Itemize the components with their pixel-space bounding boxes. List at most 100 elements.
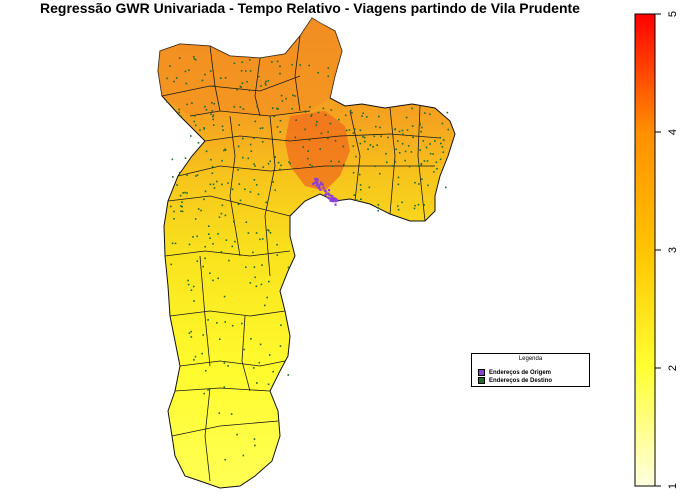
destination-point [299,64,301,66]
colorbar-tick-label: 5 [667,11,679,17]
destination-point [410,151,413,153]
destination-point [350,109,352,112]
destination-point [259,238,261,241]
destination-point [247,157,250,160]
destination-point [425,146,428,149]
destination-point [239,106,242,108]
destination-point [241,322,243,325]
destination-point [324,114,327,116]
destination-point [205,109,208,111]
destination-point [192,285,195,288]
destination-point [442,139,445,141]
destination-point [166,77,168,80]
destination-point [245,70,247,72]
destination-point [369,144,372,146]
destination-point [223,149,225,152]
district-border [349,110,361,202]
map-title: Regressão GWR Univariada - Tempo Relativ… [40,0,580,16]
district-border [179,360,286,367]
destination-point [218,216,221,218]
destination-point [264,82,267,85]
destination-point [433,171,435,173]
destination-point [236,433,238,436]
destination-point [405,116,408,119]
destination-point [192,236,194,238]
destination-point [186,174,188,176]
destination-point [196,174,199,176]
origin-point [319,181,323,184]
destination-point [249,143,252,146]
destination-point [276,126,279,128]
destination-point [219,338,221,340]
destination-point [343,163,345,166]
district-border [204,133,441,142]
origin-point [329,199,332,202]
destination-point [209,70,212,72]
destination-point [367,148,369,150]
destination-point [280,324,282,326]
destination-point [188,332,191,334]
origin-point [313,181,316,185]
district-border [389,107,396,215]
colorbar-tick-label: 4 [667,129,679,135]
destination-point [180,205,182,207]
destination-point [171,158,174,161]
destination-point [212,243,214,245]
destination-point [404,150,407,153]
destination-point [277,108,279,110]
destination-point [209,183,212,186]
destination-point [359,184,362,186]
destination-point [186,192,188,194]
destination-point [175,77,178,79]
destination-point [253,179,256,181]
destination-point [221,159,223,162]
destination-point [220,251,223,253]
destination-point [210,158,212,161]
destination-point [212,279,214,282]
destination-point [233,220,235,223]
destination-point [360,198,362,200]
destination-point [377,209,379,212]
destination-point [243,348,245,351]
destination-point [272,181,274,183]
destination-point [426,160,429,162]
origin-point [316,179,319,182]
destination-point [262,166,265,168]
destination-point [170,263,172,266]
colorbar-tick-label: 2 [667,365,679,371]
destination-point [385,152,387,155]
destination-point [391,165,394,167]
destination-point [259,343,262,346]
destination-point [274,189,276,191]
destination-point [224,77,227,79]
destination-point [254,276,256,279]
destination-point [445,186,447,189]
destination-point [352,145,355,147]
destination-point [212,118,214,121]
destination-point [204,73,206,76]
destination-point [245,266,247,268]
destination-point [230,413,233,415]
destination-point [233,62,236,65]
destination-point [261,264,263,266]
destination-point [181,205,183,208]
destination-point [439,158,442,161]
destination-point [204,105,206,108]
destination-point [233,106,236,108]
origin-point [334,197,337,200]
destination-point [279,168,281,171]
destination-point [377,204,380,206]
destination-point [421,126,423,129]
destination-point [186,103,188,106]
destination-point [277,161,280,164]
destination-point [209,237,211,239]
destination-point [179,194,182,197]
destination-point [203,198,205,201]
destination-point [249,59,251,61]
destination-point [213,124,215,126]
destination-point [267,229,269,231]
destination-point [397,208,400,211]
destination-point [330,109,333,111]
destination-point [178,57,181,59]
destination-point [174,242,177,245]
